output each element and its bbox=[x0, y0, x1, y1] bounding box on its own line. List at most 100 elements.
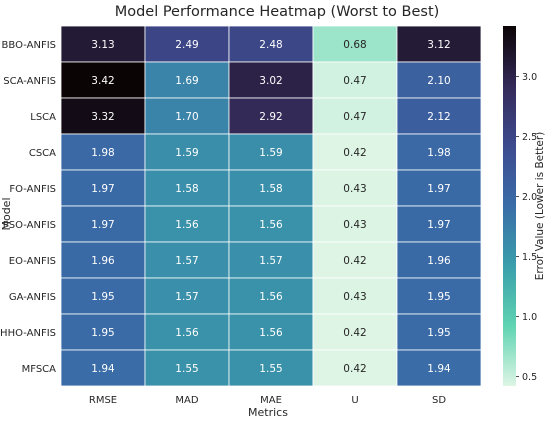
x-axis-label: Metrics bbox=[248, 406, 288, 419]
cell-value-label: 0.43 bbox=[343, 219, 366, 231]
cell-value-label: 0.43 bbox=[343, 183, 366, 195]
cell-value-label: 3.02 bbox=[259, 75, 282, 87]
heatmap-cell bbox=[228, 349, 314, 387]
heatmap-cell bbox=[312, 349, 398, 387]
y-tick-label: HHO-ANFIS bbox=[0, 328, 56, 339]
heatmap-cell bbox=[396, 133, 482, 171]
heatmap-cell bbox=[144, 97, 230, 135]
heatmap-cell bbox=[396, 169, 482, 207]
y-tick-label: GA-ANFIS bbox=[9, 292, 56, 303]
x-tick-label: MAE bbox=[260, 395, 282, 406]
heatmap-cell bbox=[60, 241, 146, 279]
cell-value-label: 1.95 bbox=[427, 291, 450, 303]
cell-value-label: 1.95 bbox=[91, 291, 114, 303]
cell-value-label: 1.95 bbox=[91, 327, 114, 339]
heatmap-cells: 3.13 2.49 2.48 0.68 3.12 3.42 1.69 3.02 0.47 2.10… bbox=[60, 25, 482, 387]
x-tick-label: RMSE bbox=[89, 395, 117, 406]
heatmap-cell bbox=[312, 133, 398, 171]
y-tick-label: FO-ANFIS bbox=[9, 184, 56, 195]
heatmap-cell bbox=[60, 25, 146, 63]
x-tick-labels: RMSE MAD MAE U SD bbox=[89, 395, 446, 406]
x-tick-label: MAD bbox=[175, 395, 198, 406]
y-tick-label: CSCA bbox=[29, 148, 56, 159]
heatmap-cell bbox=[396, 349, 482, 387]
y-axis-label: Model bbox=[0, 197, 13, 230]
x-tick-label: SD bbox=[432, 395, 446, 406]
colorbar-tick-label: 0.5 bbox=[522, 372, 537, 383]
colorbar-ticks: 0.5 1.0 1.5 2.0 2.5 3.0 bbox=[516, 72, 537, 383]
cell-value-label: 1.58 bbox=[175, 183, 198, 195]
cell-value-label: 1.94 bbox=[91, 363, 115, 375]
heatmap-cell bbox=[312, 205, 398, 243]
colorbar-tick-label: 3.0 bbox=[522, 72, 537, 83]
cell-value-label: 2.12 bbox=[427, 111, 450, 123]
cell-value-label: 2.48 bbox=[259, 39, 282, 51]
heatmap-cell bbox=[228, 61, 314, 99]
cell-value-label: 1.98 bbox=[427, 147, 450, 159]
heatmap-cell bbox=[228, 313, 314, 351]
cell-value-label: 0.43 bbox=[343, 291, 366, 303]
cell-value-label: 0.42 bbox=[343, 147, 366, 159]
heatmap-cell bbox=[144, 25, 230, 63]
heatmap-cell bbox=[60, 277, 146, 315]
cell-value-label: 0.68 bbox=[343, 39, 366, 51]
cell-value-label: 2.92 bbox=[259, 111, 282, 123]
heatmap-cell bbox=[312, 277, 398, 315]
heatmap-cell bbox=[228, 277, 314, 315]
heatmap-cell bbox=[312, 97, 398, 135]
cell-value-label: 1.96 bbox=[91, 255, 115, 267]
cell-value-label: 3.12 bbox=[427, 39, 450, 51]
colorbar-tick-label: 2.5 bbox=[522, 132, 537, 143]
cell-value-label: 1.57 bbox=[259, 255, 282, 267]
heatmap-cell bbox=[228, 25, 314, 63]
heatmap-cell bbox=[228, 205, 314, 243]
cell-value-label: 1.98 bbox=[91, 147, 114, 159]
cell-value-label: 1.97 bbox=[427, 183, 450, 195]
cell-value-label: 0.47 bbox=[343, 75, 366, 87]
cell-value-label: 1.96 bbox=[427, 255, 451, 267]
y-tick-labels: BBO-ANFIS SCA-ANFIS LSCA CSCA FO-ANFIS PSO-AN… bbox=[0, 40, 56, 375]
cell-value-label: 1.59 bbox=[259, 147, 282, 159]
y-tick-label: BBO-ANFIS bbox=[2, 40, 56, 51]
colorbar-label: Error Value (Lower is Better) bbox=[534, 132, 546, 281]
cell-value-label: 0.42 bbox=[343, 255, 366, 267]
cell-value-label: 1.97 bbox=[427, 219, 450, 231]
heatmap-cell bbox=[396, 277, 482, 315]
cell-value-label: 3.32 bbox=[91, 111, 114, 123]
cell-value-label: 0.42 bbox=[343, 327, 366, 339]
cell-value-label: 1.59 bbox=[175, 147, 198, 159]
heatmap-cell bbox=[60, 169, 146, 207]
cell-value-label: 1.55 bbox=[175, 363, 198, 375]
cell-value-label: 1.56 bbox=[259, 219, 283, 231]
heatmap-cell bbox=[144, 169, 230, 207]
cell-value-label: 0.42 bbox=[343, 363, 366, 375]
cell-value-label: 1.56 bbox=[175, 327, 199, 339]
heatmap-cell bbox=[144, 133, 230, 171]
cell-value-label: 3.42 bbox=[91, 75, 114, 87]
cell-value-label: 1.55 bbox=[259, 363, 282, 375]
colorbar bbox=[503, 26, 516, 386]
cell-value-label: 3.13 bbox=[91, 39, 114, 51]
heatmap-cell bbox=[228, 133, 314, 171]
x-tick-label: U bbox=[351, 395, 358, 406]
colorbar-tick-label: 1.0 bbox=[522, 312, 537, 323]
heatmap-cell bbox=[144, 349, 230, 387]
heatmap-cell bbox=[60, 133, 146, 171]
heatmap-cell bbox=[396, 313, 482, 351]
y-tick-label: SCA-ANFIS bbox=[3, 76, 56, 87]
heatmap-cell bbox=[144, 277, 230, 315]
cell-value-label: 1.97 bbox=[91, 183, 114, 195]
cell-value-label: 1.94 bbox=[427, 363, 451, 375]
cell-value-label: 1.95 bbox=[427, 327, 450, 339]
cell-value-label: 1.56 bbox=[259, 291, 283, 303]
heatmap-cell bbox=[144, 205, 230, 243]
cell-value-label: 1.70 bbox=[175, 111, 198, 123]
chart-title: Model Performance Heatmap (Worst to Best… bbox=[115, 4, 440, 20]
y-tick-label: MFSCA bbox=[22, 364, 57, 375]
cell-value-label: 1.58 bbox=[259, 183, 282, 195]
cell-value-label: 1.57 bbox=[175, 255, 198, 267]
heatmap-cell bbox=[396, 61, 482, 99]
cell-value-label: 2.10 bbox=[427, 75, 450, 87]
